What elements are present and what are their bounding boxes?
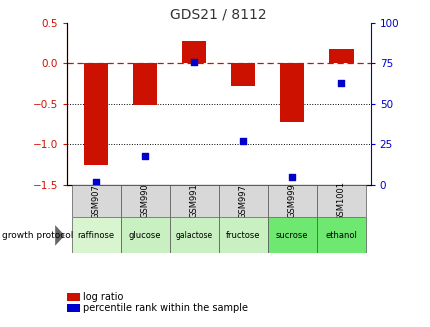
Bar	[120, 217, 169, 253]
Bar	[218, 185, 267, 217]
Text: percentile rank within the sample: percentile rank within the sample	[83, 303, 248, 313]
Text: GSM997: GSM997	[238, 184, 247, 218]
Text: GSM990: GSM990	[140, 184, 149, 218]
Bar	[267, 217, 316, 253]
Bar	[169, 217, 218, 253]
Text: glucose: glucose	[129, 231, 161, 240]
Text: raffinose: raffinose	[77, 231, 114, 240]
Bar	[133, 63, 157, 105]
Bar	[71, 185, 120, 217]
Bar	[84, 63, 108, 164]
Polygon shape	[55, 225, 64, 246]
Text: growth protocol: growth protocol	[2, 231, 74, 240]
Bar	[316, 217, 365, 253]
Bar	[169, 185, 218, 217]
Bar	[328, 49, 353, 63]
Title: GDS21 / 8112: GDS21 / 8112	[170, 8, 267, 22]
Bar	[316, 185, 365, 217]
Bar	[218, 217, 267, 253]
Text: log ratio: log ratio	[83, 292, 123, 301]
Point	[141, 153, 148, 158]
Text: GSM1001: GSM1001	[336, 181, 345, 221]
Text: sucrose: sucrose	[275, 231, 308, 240]
Bar	[181, 41, 206, 63]
Text: GSM991: GSM991	[189, 184, 198, 218]
Text: GSM999: GSM999	[287, 184, 296, 218]
Text: ethanol: ethanol	[325, 231, 356, 240]
Bar	[120, 185, 169, 217]
Bar	[267, 185, 316, 217]
Bar	[71, 217, 120, 253]
Bar	[230, 63, 255, 86]
Text: GSM907: GSM907	[92, 184, 101, 218]
Text: galactose: galactose	[175, 231, 212, 240]
Point	[239, 138, 246, 144]
Text: fructose: fructose	[225, 231, 260, 240]
Point	[92, 179, 99, 184]
Point	[190, 59, 197, 64]
Point	[288, 174, 295, 179]
Point	[337, 80, 344, 85]
Bar	[280, 63, 304, 122]
